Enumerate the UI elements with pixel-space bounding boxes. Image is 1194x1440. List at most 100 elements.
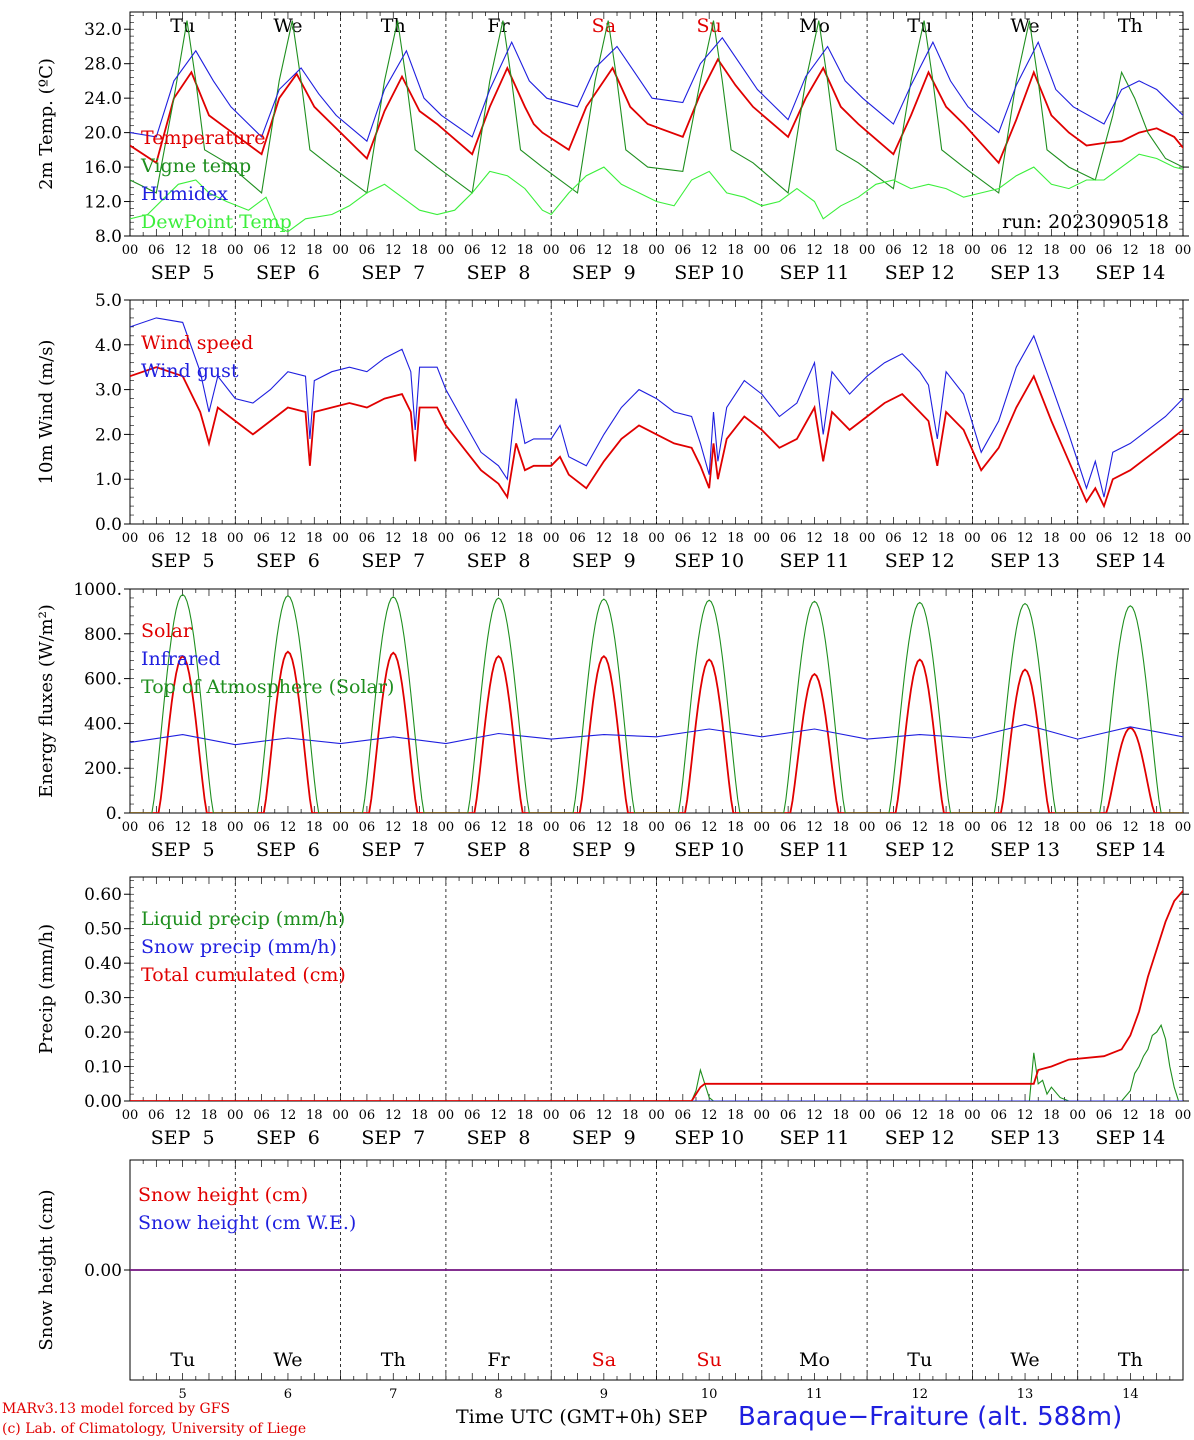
hour-tick-label: 06 [359, 1108, 376, 1123]
hour-tick-label: 18 [517, 243, 534, 258]
hour-tick-label: 12 [385, 243, 402, 258]
hour-tick-label: 18 [411, 1108, 428, 1123]
hour-tick-label: 18 [1043, 820, 1060, 835]
hour-tick-label: 18 [306, 1108, 323, 1123]
hour-tick-label: 12 [174, 531, 191, 546]
date-label: SEP 14 [1095, 262, 1165, 284]
station-title: Baraque−Fraiture (alt. 588m) [738, 1402, 1123, 1432]
y-tick-label: 2.0 [95, 425, 122, 445]
hour-tick-label: 06 [780, 1108, 797, 1123]
hour-tick-label: 18 [1043, 1108, 1060, 1123]
hour-tick-label: 00 [122, 243, 139, 258]
y-tick-label: 0. [106, 804, 122, 824]
hour-tick-label: 12 [280, 1108, 297, 1123]
hour-tick-label: 12 [490, 1108, 507, 1123]
y-tick-label: 200. [84, 759, 122, 779]
hour-tick-label: 00 [859, 820, 876, 835]
hour-tick-label: 12 [174, 820, 191, 835]
weekday-label: We [1010, 15, 1039, 37]
panel-4: 0.00 0.10 0.20 0.30 0.40 0.50 0.60 Precip (mm/h… [36, 876, 1191, 1149]
hour-tick-label: 12 [174, 243, 191, 258]
y-tick-label: 24.0 [84, 89, 122, 109]
hour-tick-label: 06 [359, 531, 376, 546]
date-label: SEP 14 [1095, 839, 1165, 861]
hour-tick-label: 00 [1175, 531, 1192, 546]
y-tick-label: 0.00 [84, 1261, 122, 1281]
hour-tick-label: 06 [464, 243, 481, 258]
date-label: SEP 10 [674, 1127, 744, 1149]
hour-tick-label: 18 [938, 1108, 955, 1123]
series-line-1 [130, 650, 1183, 813]
hour-tick-label: 00 [438, 531, 455, 546]
hour-tick-label: 00 [227, 243, 244, 258]
date-label: SEP 6 [256, 1127, 320, 1149]
hour-tick-label: 00 [227, 820, 244, 835]
weekday-label: We [273, 1349, 302, 1371]
hour-tick-label: 06 [148, 1108, 165, 1123]
hour-tick-label: 00 [543, 820, 560, 835]
legend-entry: Snow height (cm W.E.) [138, 1212, 356, 1234]
hour-tick-label: 00 [332, 243, 349, 258]
lab-credit: (c) Lab. of Climatology, University of L… [2, 1421, 307, 1437]
plot-frame [129, 11, 1184, 237]
hour-tick-label: 06 [675, 820, 692, 835]
hour-tick-label: 00 [122, 1108, 139, 1123]
legend-entry: Snow height (cm) [138, 1184, 308, 1206]
weekday-label: Tu [907, 15, 932, 37]
hour-tick-label: 18 [727, 243, 744, 258]
y-tick-label: 0.10 [84, 1058, 122, 1078]
hour-tick-label: 18 [306, 531, 323, 546]
y-tick-label: 0.20 [84, 1023, 122, 1043]
weekday-label: Mo [799, 1349, 830, 1371]
date-label: SEP 11 [780, 1127, 850, 1149]
hour-tick-label: 06 [675, 1108, 692, 1123]
hour-tick-label: 06 [885, 531, 902, 546]
y-axis-title: Snow height (cm) [36, 1189, 57, 1350]
hour-tick-label: 06 [569, 243, 586, 258]
date-label: SEP 11 [780, 839, 850, 861]
y-tick-label: 0.0 [95, 515, 122, 535]
hour-tick-label: 00 [1069, 820, 1086, 835]
hour-tick-label: 06 [1096, 531, 1113, 546]
hour-tick-label: 18 [1148, 820, 1165, 835]
hour-tick-label: 00 [1069, 243, 1086, 258]
series-line-3 [130, 593, 1183, 813]
hour-tick-label: 06 [253, 531, 270, 546]
hour-tick-label: 12 [701, 820, 718, 835]
date-label: SEP 7 [361, 1127, 425, 1149]
hour-tick-label: 06 [885, 820, 902, 835]
day-number-label: 9 [600, 1387, 608, 1402]
y-tick-label: 4.0 [95, 336, 122, 356]
hour-tick-label: 12 [806, 243, 823, 258]
hour-tick-label: 06 [990, 531, 1007, 546]
legend-entry: Infrared [141, 648, 221, 670]
y-tick-label: 0.40 [84, 954, 122, 974]
hour-tick-label: 18 [622, 531, 639, 546]
hour-tick-label: 00 [227, 531, 244, 546]
series-line-4 [130, 153, 1183, 233]
hour-tick-label: 18 [833, 531, 850, 546]
date-label: SEP 5 [151, 839, 215, 861]
hour-tick-label: 12 [911, 531, 928, 546]
hour-tick-label: 06 [148, 243, 165, 258]
date-label: SEP 12 [885, 839, 955, 861]
hour-tick-label: 00 [1069, 531, 1086, 546]
date-label: SEP 10 [674, 839, 744, 861]
hour-tick-label: 06 [1096, 820, 1113, 835]
panel-3: 0. 200. 400. 600. 800. 1000. Energy fluxes (W/… [36, 580, 1191, 861]
hour-tick-label: 00 [859, 531, 876, 546]
date-label: SEP 13 [990, 839, 1060, 861]
hour-tick-label: 12 [1017, 243, 1034, 258]
date-label: SEP 11 [780, 262, 850, 284]
hour-tick-label: 06 [990, 820, 1007, 835]
hour-tick-label: 12 [490, 243, 507, 258]
date-label: SEP 8 [467, 839, 531, 861]
series-line-3 [130, 36, 1183, 143]
hour-tick-label: 12 [385, 1108, 402, 1123]
hour-tick-label: 18 [1043, 243, 1060, 258]
hour-tick-label: 00 [754, 1108, 771, 1123]
date-label: SEP 14 [1095, 1127, 1165, 1149]
hour-tick-label: 18 [622, 820, 639, 835]
hour-tick-label: 00 [227, 1108, 244, 1123]
hour-tick-label: 12 [280, 243, 297, 258]
